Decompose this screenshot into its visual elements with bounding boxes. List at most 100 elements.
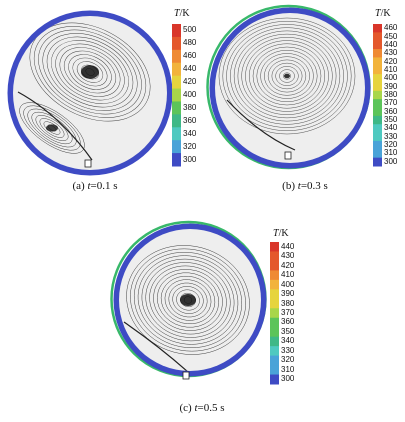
- colorbar-tick-label: 380: [281, 298, 295, 308]
- colorbar-segment: [270, 374, 279, 385]
- colorbar-title-c: T/K: [273, 228, 289, 239]
- colorbar-segment: [172, 24, 181, 38]
- vortex-streamline: [68, 54, 112, 90]
- vortex-streamline: [252, 46, 322, 106]
- colorbar-tick-label: 440: [183, 64, 197, 74]
- vortex-streamline: [260, 53, 314, 99]
- vortex-streamline: [130, 248, 246, 352]
- colorbar-segment: [172, 49, 181, 64]
- colorbar-segment: [373, 82, 382, 92]
- colorbar-tick-label: 320: [183, 141, 197, 151]
- colorbar-tick-label: 460: [183, 51, 197, 61]
- colorbar-tick-label: 380: [183, 102, 197, 112]
- colorbar-tick-label: 360: [384, 106, 398, 116]
- colorbar-segment: [172, 62, 181, 77]
- vortex-streamline: [271, 62, 303, 90]
- colorbar-segment: [270, 346, 279, 357]
- colorbar-tick-label: 340: [281, 336, 295, 346]
- colorbar-segment: [373, 49, 382, 58]
- vortex-streamline: [230, 27, 344, 125]
- inlet-marker: [84, 159, 92, 168]
- secondary-streamline: [35, 115, 69, 141]
- vortex-streamline: [256, 49, 318, 103]
- vortex-streamline: [51, 40, 129, 104]
- colorbar-tick-label: 310: [281, 364, 295, 374]
- colorbar-tick-label: 320: [281, 355, 295, 365]
- secondary-core: [46, 124, 58, 132]
- colorbar-tick-label: 410: [384, 64, 398, 74]
- vortex-streamline: [237, 33, 337, 119]
- colorbar-segment: [270, 279, 279, 290]
- vortex-streamline: [59, 47, 121, 97]
- colorbar-a: [172, 24, 181, 167]
- colorbar-segment: [270, 242, 279, 252]
- colorbar-tick-label: 350: [384, 115, 398, 125]
- panel-a: T/K 500 480 460 440 420 400 380 360 340 320 300: [0, 0, 200, 200]
- colorbar-tick-label: 440: [281, 241, 295, 251]
- vortex-streamline: [55, 43, 125, 101]
- colorbar-segment: [373, 57, 382, 67]
- colorbar-segment: [373, 74, 382, 83]
- colorbar-tick-label: 390: [281, 289, 295, 299]
- colorbar-segment: [270, 289, 279, 300]
- colorbar-tick-label: 400: [183, 90, 197, 99]
- streamlines: [123, 245, 250, 371]
- secondary-streamline: [31, 111, 73, 145]
- colorbar-tick-label: 440: [384, 39, 398, 49]
- streamline-plot-a: [7, 10, 173, 176]
- panel-b: T/K 460 450 440 430 420 410 400 390 380 370 360 350…: [205, 0, 405, 200]
- vortex-streamline: [149, 265, 227, 335]
- secondary-streamline: [19, 102, 85, 154]
- colorbar-tick-label: 310: [384, 148, 398, 158]
- secondary-streamline: [39, 118, 65, 138]
- colorbar-segment: [270, 327, 279, 338]
- vortex-streamline: [275, 66, 299, 86]
- colorbar-segment: [172, 114, 181, 128]
- colorbar-segment: [270, 308, 279, 319]
- colorbar-tick-label: 370: [384, 98, 398, 108]
- colorbar-tick-label: 400: [384, 73, 398, 83]
- vortex-streamline: [241, 37, 333, 115]
- colorbar-segment: [270, 355, 279, 366]
- caption-a: (a) t=0.1 s: [72, 180, 118, 192]
- vortex-streamline: [160, 275, 216, 325]
- secondary-streamline: [27, 108, 77, 148]
- vortex-streamline: [29, 22, 151, 122]
- caption-c: (c) t=0.5 s: [179, 402, 225, 414]
- colorbar-tick-label: 370: [281, 308, 295, 317]
- colorbar-tick-label: 300: [281, 374, 295, 384]
- vortex-streamline: [63, 50, 117, 94]
- colorbar-tick-label: 360: [281, 317, 295, 327]
- panel-c: T/K 440 430 420 410 400 390 380 370 360 350 340 330…: [110, 220, 310, 392]
- colorbar-segment: [373, 107, 382, 117]
- vortex-streamline: [72, 57, 108, 87]
- vortex-streamline: [267, 59, 307, 93]
- vortex-streamline: [38, 29, 142, 115]
- caption-b: (b) t=0.3 s: [282, 180, 328, 192]
- colorbar-tick-label: 300: [183, 154, 197, 164]
- colorbar-tick-label: 460: [384, 23, 398, 33]
- vortex-streamline: [76, 61, 104, 83]
- interface-line: [17, 91, 93, 161]
- colorbar-segment: [270, 270, 279, 281]
- vortex-streamline: [264, 56, 310, 96]
- vortex-streamline: [126, 245, 250, 355]
- colorbar-tick-label: 330: [384, 131, 398, 141]
- vortex-streamline: [248, 43, 326, 109]
- colorbar-segment: [270, 298, 279, 309]
- colorbar-tick-label: 350: [281, 326, 295, 336]
- colorbar-tick-label: 480: [183, 38, 197, 48]
- colorbar-tick-label: 420: [183, 77, 197, 87]
- colorbar-segment: [270, 336, 279, 347]
- colorbar-tick-label: 400: [281, 279, 295, 289]
- flow-field: [215, 13, 365, 163]
- colorbar-segment: [373, 157, 382, 167]
- colorbar-c: [270, 242, 279, 385]
- colorbar-b: [373, 24, 382, 167]
- colorbar-segment: [373, 24, 382, 33]
- colorbar-segment: [172, 101, 181, 115]
- vortex-streamline: [168, 282, 208, 318]
- streamlines: [218, 17, 356, 151]
- colorbar-segment: [172, 88, 181, 102]
- colorbar-segment: [270, 251, 279, 262]
